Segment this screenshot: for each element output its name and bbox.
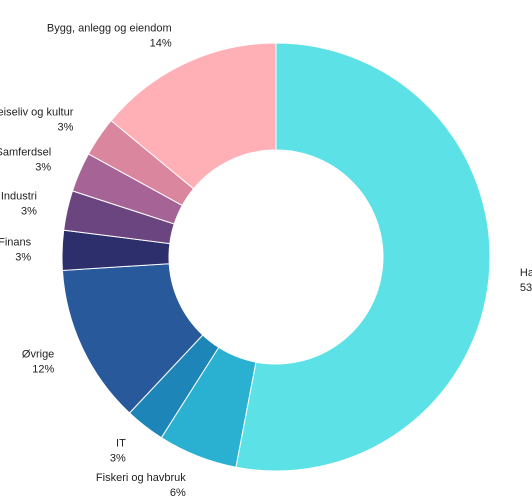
slice-label-fiskeri-og-havbruk: Fiskeri og havbruk 6%: [96, 472, 186, 499]
slice-label-samferdsel: Samferdsel 3%: [0, 147, 51, 174]
slice-percent: 14%: [150, 37, 172, 49]
slice-bygg-anlegg-og-eiendom[interactable]: [110, 42, 277, 190]
slice-name: Fiskeri og havbruk: [96, 472, 186, 484]
slice-label-ovrige: Øvrige 12%: [22, 348, 55, 375]
slice-name: Samferdsel: [0, 147, 51, 159]
slice-percent: 3%: [35, 162, 51, 174]
slice-percent: 6%: [170, 487, 186, 499]
slice-name: Handel: [520, 267, 532, 279]
slice-percent: 3%: [57, 121, 73, 133]
slice-label-reiseliv-og-kultur: Reiseliv og kultur 3%: [0, 106, 74, 133]
slice-name: Industri: [1, 191, 37, 203]
slice-label-it: IT 3%: [110, 438, 126, 465]
slice-name: Finans: [0, 236, 32, 248]
slice-percent: 12%: [32, 363, 54, 375]
slice-percent: 3%: [15, 251, 31, 263]
slice-handel[interactable]: [235, 42, 491, 472]
slice-percent: 3%: [110, 453, 126, 465]
labels-layer: Handel 53% Fiskeri og havbruk 6% IT 3% Øvrige 1…: [0, 22, 532, 498]
slice-label-finans: Finans 3%: [0, 236, 32, 263]
slice-label-industri: Industri 3%: [1, 191, 37, 218]
slice-name: Reiseliv og kultur: [0, 106, 74, 118]
slices-layer: [61, 42, 491, 472]
slice-label-bygg-anlegg-og-eiendom: Bygg, anlegg og eiendom 14%: [47, 22, 172, 49]
slice-name: Øvrige: [22, 348, 54, 360]
slice-percent: 3%: [21, 206, 37, 218]
slice-name: Bygg, anlegg og eiendom: [47, 22, 172, 34]
slice-label-handel: Handel 53%: [520, 267, 532, 294]
slice-name: IT: [116, 438, 126, 450]
slice-percent: 53%: [520, 282, 532, 294]
